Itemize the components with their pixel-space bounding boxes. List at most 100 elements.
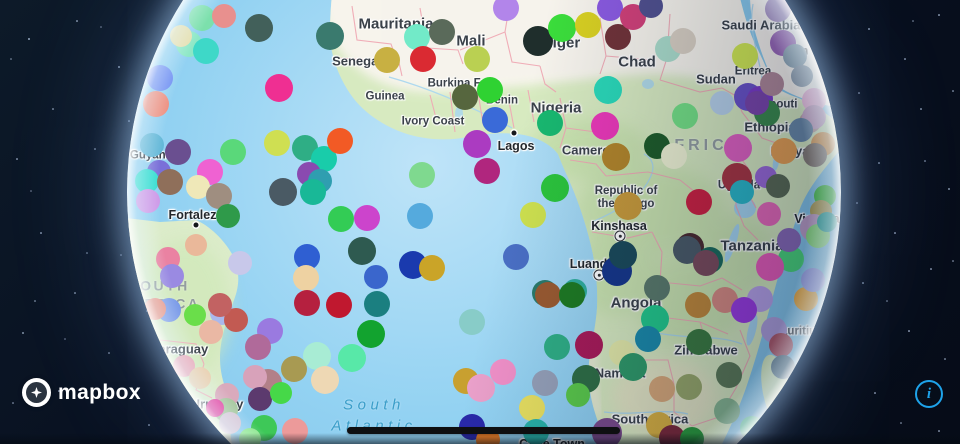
star (94, 148, 96, 150)
data-point-marker (672, 103, 698, 129)
data-point-marker (474, 158, 500, 184)
data-point-marker (410, 46, 436, 72)
star (108, 352, 110, 354)
star (118, 66, 120, 68)
data-point-marker (357, 320, 385, 348)
data-point-marker (407, 203, 433, 229)
data-point-marker (685, 292, 711, 318)
star (58, 390, 60, 392)
data-point-marker (777, 228, 801, 252)
data-point-marker (328, 206, 354, 232)
data-point-marker (199, 320, 223, 344)
data-point-marker (220, 139, 246, 165)
data-point-marker (619, 353, 647, 381)
data-point-marker (409, 162, 435, 188)
data-point-marker (348, 237, 376, 265)
data-point-marker (801, 268, 825, 292)
star (64, 338, 66, 340)
data-point-marker (477, 77, 503, 103)
star (948, 188, 950, 190)
data-point-marker (566, 383, 590, 407)
data-point-marker (143, 91, 169, 117)
star (30, 190, 32, 192)
star (868, 28, 870, 30)
data-point-marker (354, 205, 380, 231)
data-point-marker (419, 255, 445, 281)
data-point-marker (680, 427, 704, 444)
data-point-marker (374, 47, 400, 73)
data-point-marker (228, 251, 252, 275)
data-point-marker (364, 291, 390, 317)
data-point-marker (282, 418, 308, 444)
data-point-marker (635, 326, 661, 352)
data-point-marker (766, 174, 790, 198)
star (908, 330, 910, 332)
star (930, 268, 932, 270)
data-point-marker (771, 138, 797, 164)
star (920, 108, 922, 110)
data-point-marker (745, 91, 769, 115)
data-point-marker (281, 356, 307, 382)
data-point-marker (503, 244, 529, 270)
data-point-marker (293, 265, 319, 291)
star (100, 26, 102, 28)
star (938, 14, 940, 16)
data-point-marker (575, 12, 601, 38)
star (858, 92, 860, 94)
star (10, 58, 12, 60)
data-point-marker (157, 169, 183, 195)
data-point-marker (730, 180, 754, 204)
data-point-marker (490, 359, 516, 385)
data-point-marker (264, 130, 290, 156)
data-point-marker (265, 74, 293, 102)
mapbox-logo-icon (22, 378, 51, 407)
data-point-marker (732, 43, 758, 69)
data-point-marker (493, 0, 519, 21)
star (856, 202, 858, 204)
data-point-marker (467, 374, 495, 402)
data-point-marker (609, 241, 637, 269)
data-point-marker (519, 395, 545, 421)
info-button[interactable]: i (915, 380, 943, 408)
data-point-marker (544, 334, 570, 360)
data-point-marker (239, 428, 261, 444)
data-point-marker (326, 292, 352, 318)
data-point-marker (212, 4, 236, 28)
timeline-bar[interactable] (347, 427, 620, 434)
data-point-marker (245, 14, 273, 42)
data-point-marker (364, 265, 388, 289)
data-point-marker (686, 189, 712, 215)
data-point-marker (532, 370, 558, 396)
data-point-marker (520, 202, 546, 228)
data-point-marker (208, 293, 232, 317)
data-point-marker (245, 334, 271, 360)
data-point-marker (270, 382, 292, 404)
star (862, 282, 864, 284)
data-point-marker (170, 25, 192, 47)
data-point-marker (716, 362, 742, 388)
data-point-marker (639, 0, 663, 18)
star (938, 430, 940, 432)
star (878, 162, 880, 164)
data-point-marker (248, 387, 272, 411)
star (52, 108, 54, 110)
data-point-marker (185, 234, 207, 256)
star (12, 402, 14, 404)
star (944, 358, 946, 360)
data-point-marker (686, 329, 712, 355)
data-point-marker (429, 19, 455, 45)
data-point-marker (614, 192, 642, 220)
data-point-marker (817, 212, 837, 232)
mapbox-logo[interactable]: mapbox (22, 378, 141, 407)
star (886, 300, 888, 302)
star (912, 20, 914, 22)
star (28, 38, 30, 40)
data-point-marker (189, 367, 211, 389)
star (40, 232, 42, 234)
data-point-marker (189, 5, 215, 31)
star (76, 20, 78, 22)
star (148, 424, 150, 426)
data-point-marker (710, 91, 734, 115)
